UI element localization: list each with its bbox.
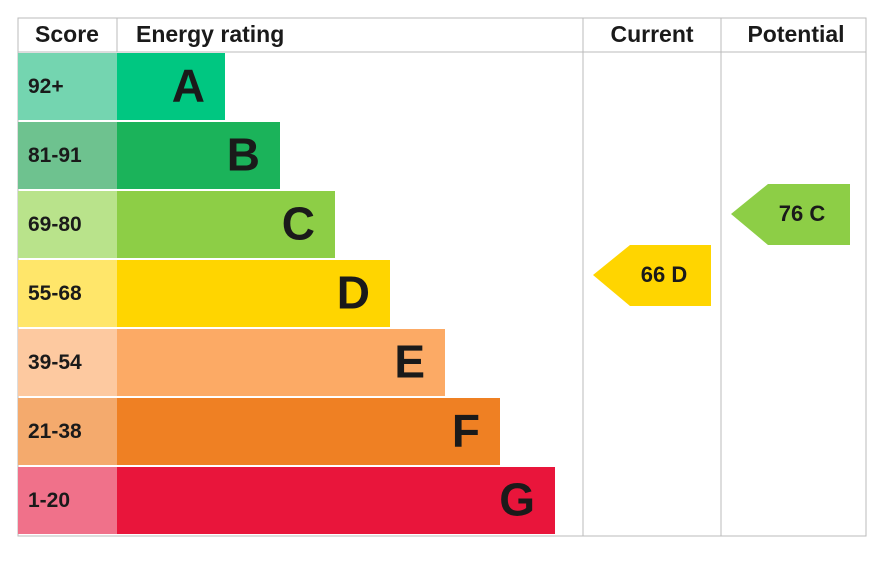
rating-bar [117,398,500,465]
score-cell [18,260,117,327]
score-cell [18,398,117,465]
rating-bar [117,122,280,189]
score-cell [18,122,117,189]
score-cell [18,191,117,258]
rating-bar [117,260,390,327]
score-range: 1-20 [28,489,70,512]
potential-label: 76 C [779,201,826,226]
score-cell [18,53,117,120]
rating-letter: E [394,336,425,388]
header-current: Current [610,21,693,47]
header-potential: Potential [747,21,844,47]
score-range: 69-80 [28,213,82,236]
potential-arrow [731,184,850,245]
rating-bar [117,53,225,120]
rating-letter: G [499,474,535,526]
score-range: 92+ [28,75,64,98]
rating-letter: A [172,60,205,112]
score-range: 55-68 [28,282,82,305]
rating-letter: C [282,198,315,250]
current-arrow [593,245,711,306]
score-range: 81-91 [28,144,82,167]
score-range: 39-54 [28,351,82,374]
rating-letter: F [452,405,480,457]
score-cell [18,329,117,396]
score-range: 21-38 [28,420,82,443]
rating-letter: D [337,267,370,319]
rating-letter: B [227,129,260,181]
header-energy-rating: Energy rating [136,21,284,47]
score-cell [18,467,117,534]
rating-bar [117,467,555,534]
header-score: Score [35,21,99,47]
current-label: 66 D [641,262,687,287]
rating-bar [117,329,445,396]
rating-bar [117,191,335,258]
